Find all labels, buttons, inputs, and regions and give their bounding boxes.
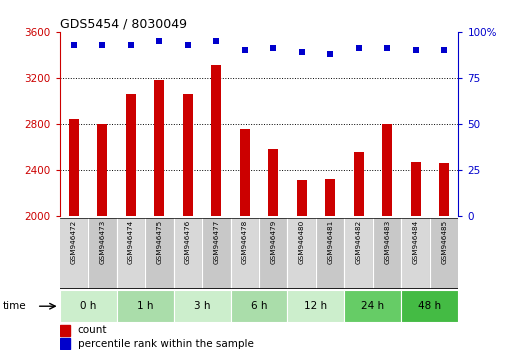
- Bar: [174, 218, 202, 289]
- Bar: [401, 290, 458, 322]
- Text: GSM946473: GSM946473: [99, 220, 105, 264]
- Bar: [60, 338, 69, 349]
- Bar: [202, 218, 231, 289]
- Point: [440, 47, 449, 53]
- Bar: [60, 290, 117, 322]
- Bar: [401, 218, 430, 289]
- Bar: [411, 162, 421, 216]
- Text: GSM946481: GSM946481: [327, 220, 333, 264]
- Text: 1 h: 1 h: [137, 301, 153, 311]
- Bar: [183, 94, 193, 216]
- Point: [383, 46, 392, 51]
- Text: GSM946482: GSM946482: [356, 220, 362, 264]
- Point: [269, 46, 278, 51]
- Bar: [259, 218, 287, 289]
- Point: [183, 42, 192, 47]
- Text: GDS5454 / 8030049: GDS5454 / 8030049: [60, 18, 186, 31]
- Text: GSM946472: GSM946472: [71, 220, 77, 264]
- Text: GSM946475: GSM946475: [156, 220, 162, 264]
- Bar: [211, 65, 221, 216]
- Text: percentile rank within the sample: percentile rank within the sample: [78, 339, 253, 349]
- Point: [69, 42, 78, 47]
- Point: [240, 47, 249, 53]
- Text: GSM946483: GSM946483: [384, 220, 390, 264]
- Text: GSM946485: GSM946485: [441, 220, 447, 264]
- Bar: [354, 152, 364, 216]
- Text: time: time: [3, 301, 26, 311]
- Bar: [126, 94, 136, 216]
- Bar: [382, 124, 392, 216]
- Bar: [297, 180, 307, 216]
- Bar: [430, 218, 458, 289]
- Text: 3 h: 3 h: [194, 301, 210, 311]
- Text: 24 h: 24 h: [362, 301, 384, 311]
- Bar: [154, 80, 164, 216]
- Bar: [174, 290, 231, 322]
- Bar: [240, 129, 250, 216]
- Bar: [287, 290, 344, 322]
- Point: [297, 49, 306, 55]
- Text: 12 h: 12 h: [305, 301, 327, 311]
- Bar: [316, 218, 344, 289]
- Bar: [69, 119, 79, 216]
- Bar: [231, 218, 259, 289]
- Text: GSM946478: GSM946478: [242, 220, 248, 264]
- Bar: [97, 124, 107, 216]
- Point: [212, 38, 221, 44]
- Bar: [117, 290, 174, 322]
- Bar: [88, 218, 117, 289]
- Text: count: count: [78, 325, 107, 335]
- Bar: [145, 218, 174, 289]
- Point: [98, 42, 107, 47]
- Text: GSM946477: GSM946477: [213, 220, 219, 264]
- Bar: [117, 218, 145, 289]
- Bar: [344, 218, 373, 289]
- Bar: [344, 290, 401, 322]
- Bar: [268, 149, 278, 216]
- Text: GSM946479: GSM946479: [270, 220, 276, 264]
- Point: [326, 51, 335, 57]
- Text: GSM946484: GSM946484: [413, 220, 419, 264]
- Text: 0 h: 0 h: [80, 301, 96, 311]
- Bar: [60, 325, 69, 336]
- Point: [411, 47, 420, 53]
- Text: GSM946480: GSM946480: [299, 220, 305, 264]
- Text: GSM946476: GSM946476: [185, 220, 191, 264]
- Point: [354, 46, 363, 51]
- Bar: [287, 218, 316, 289]
- Point: [126, 42, 135, 47]
- Text: 6 h: 6 h: [251, 301, 267, 311]
- Bar: [325, 179, 335, 216]
- Text: GSM946474: GSM946474: [128, 220, 134, 264]
- Text: 48 h: 48 h: [419, 301, 441, 311]
- Bar: [439, 163, 449, 216]
- Bar: [231, 290, 287, 322]
- Point: [155, 38, 164, 44]
- Bar: [60, 218, 88, 289]
- Bar: [373, 218, 401, 289]
